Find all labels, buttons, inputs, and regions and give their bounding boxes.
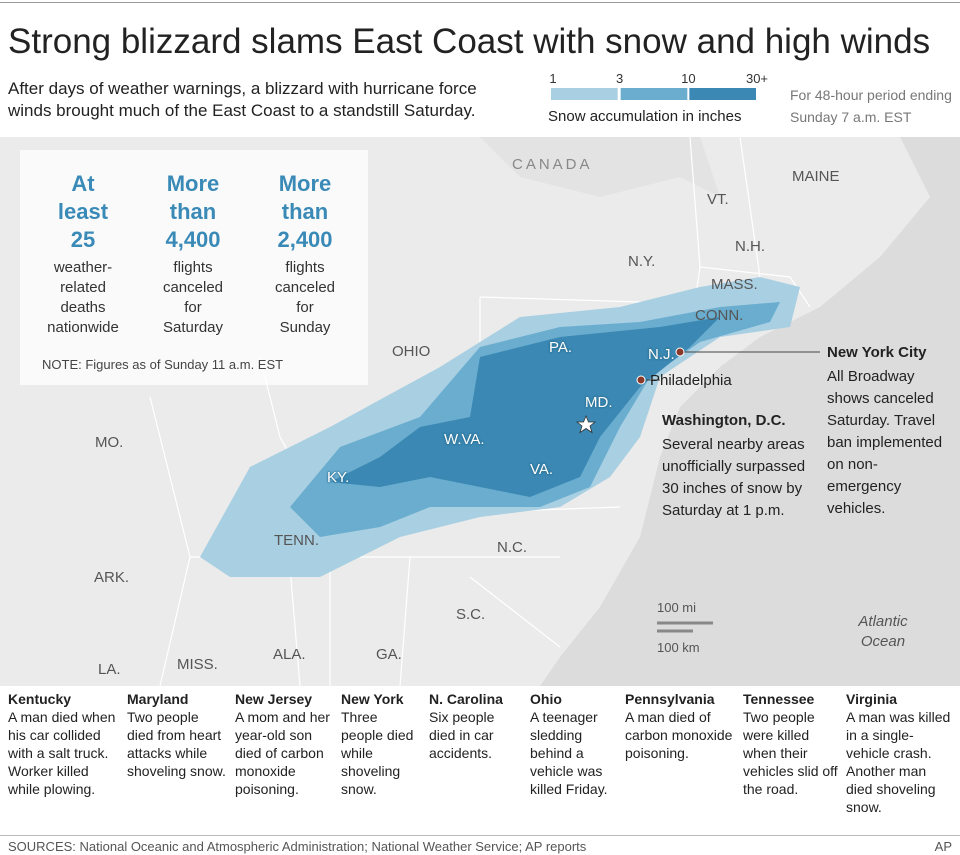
stat-headline: At least 25 xyxy=(57,171,109,252)
state-name: Tennessee xyxy=(743,691,815,707)
state-item: N. Carolina Six people died in car accide… xyxy=(429,690,524,762)
state-item: Tennessee Two people were killed when the… xyxy=(743,690,838,798)
state-name: New Jersey xyxy=(235,691,313,707)
state-text: A man died of carbon monoxide poisoning. xyxy=(625,709,733,761)
map-label: MD. xyxy=(585,394,613,411)
map-label: CANADA xyxy=(512,156,593,173)
state-item: New Jersey A mom and her year-old son die… xyxy=(235,690,333,798)
map-label: W.VA. xyxy=(444,431,485,448)
stat-text: flights canceled for Saturday xyxy=(162,259,224,336)
map-label: VA. xyxy=(530,461,554,478)
stat: More than 2,400 flights canceled for Sund… xyxy=(255,170,355,338)
state-name: Virginia xyxy=(846,691,898,707)
legend-bar: 1 3 10 30+ xyxy=(549,71,768,100)
stat-headline: More than 4,400 xyxy=(165,171,221,252)
map-label: Atlantic Ocean xyxy=(858,613,908,650)
map-label: N.J. xyxy=(648,346,675,363)
map-label: MISS. xyxy=(177,656,218,673)
title: Strong blizzard slams East Coast with sn… xyxy=(8,22,931,61)
city-name: Philadelphia xyxy=(650,372,732,389)
city-note: All Broadway shows canceled Saturday. Tr… xyxy=(827,368,943,517)
map-label: OHIO xyxy=(392,343,431,360)
legend-title: Snow accumulation in inches xyxy=(548,108,742,125)
state-name: Maryland xyxy=(127,691,189,707)
legend-swatch xyxy=(620,88,688,100)
subtitle: After days of weather warnings, a blizza… xyxy=(8,79,477,120)
map-label: ARK. xyxy=(94,569,130,586)
state-name: N. Carolina xyxy=(429,691,503,707)
map-label: LA. xyxy=(98,661,121,678)
legend-tick: 3 xyxy=(616,71,623,86)
stat: More than 4,400 flights canceled for Satu… xyxy=(143,170,243,338)
footer-rule xyxy=(0,835,960,836)
state-text: Three people died while shoveling snow. xyxy=(341,709,414,797)
map-label: N.H. xyxy=(735,238,765,255)
state-name: Ohio xyxy=(530,691,562,707)
state-text: Six people died in car accidents. xyxy=(429,709,495,761)
scale-label: 100 mi xyxy=(657,600,697,615)
state-item: Maryland Two people died from heart attac… xyxy=(127,690,227,780)
state-name: New York xyxy=(341,691,404,707)
sources: SOURCES: National Oceanic and Atmospheri… xyxy=(8,839,587,854)
state-text: Two people were killed when their vehicl… xyxy=(743,709,838,797)
state-text: A teenager sledding behind a vehicle was… xyxy=(530,709,608,797)
legend-period: For 48-hour period ending Sunday 7 a.m. … xyxy=(790,87,952,125)
map-label: N.Y. xyxy=(628,253,656,270)
state-text: A man died when his car collided with a … xyxy=(8,709,116,797)
stat: At least 25 weather-related deaths nation… xyxy=(33,170,133,338)
legend-swatch xyxy=(689,88,756,100)
stat-text: weather-related deaths nationwide xyxy=(47,259,119,336)
map-label: N.C. xyxy=(497,539,527,556)
legend-tick: 10 xyxy=(681,71,695,86)
map-label: TENN. xyxy=(274,532,319,549)
state-item: Virginia A man was killed in a single-veh… xyxy=(846,690,954,816)
map-label: MASS. xyxy=(711,276,758,293)
city-name: New York City xyxy=(827,344,927,361)
city-name: Washington, D.C. xyxy=(662,412,786,429)
state-text: A man was killed in a single-vehicle cra… xyxy=(846,709,951,815)
map-label: GA. xyxy=(376,646,402,663)
stat-headline: More than 2,400 xyxy=(277,171,333,252)
map-label: MAINE xyxy=(792,168,840,185)
state-item: Pennsylvania A man died of carbon monoxid… xyxy=(625,690,733,762)
map-label: KY. xyxy=(327,469,350,486)
map-label: S.C. xyxy=(456,606,486,623)
map-label: MO. xyxy=(95,434,124,451)
map-label: CONN. xyxy=(695,307,744,324)
map xyxy=(0,137,960,686)
legend-tick: 30+ xyxy=(746,71,768,86)
state-text: Two people died from heart attacks while… xyxy=(127,709,226,779)
credit: AP xyxy=(934,839,952,854)
stat-text: flights canceled for Sunday xyxy=(274,259,336,336)
state-text: A mom and her year-old son died of carbo… xyxy=(235,709,330,797)
state-item: Ohio A teenager sledding behind a vehicle… xyxy=(530,690,615,798)
top-rule xyxy=(0,2,960,3)
state-item: New York Three people died while shovelin… xyxy=(341,690,423,798)
state-name: Pennsylvania xyxy=(625,691,715,707)
note: NOTE: Figures as of Sunday 11 a.m. EST xyxy=(42,357,284,372)
state-item: Kentucky A man died when his car collided… xyxy=(8,690,118,798)
map-label: VT. xyxy=(707,191,729,208)
map-label: PA. xyxy=(549,339,573,356)
city-note: Several nearby areas unofficially surpas… xyxy=(662,436,806,519)
state-name: Kentucky xyxy=(8,691,72,707)
legend-tick: 1 xyxy=(549,71,556,86)
legend-swatch xyxy=(551,88,618,100)
map-label: ALA. xyxy=(273,646,306,663)
scale-label: 100 km xyxy=(657,640,700,655)
